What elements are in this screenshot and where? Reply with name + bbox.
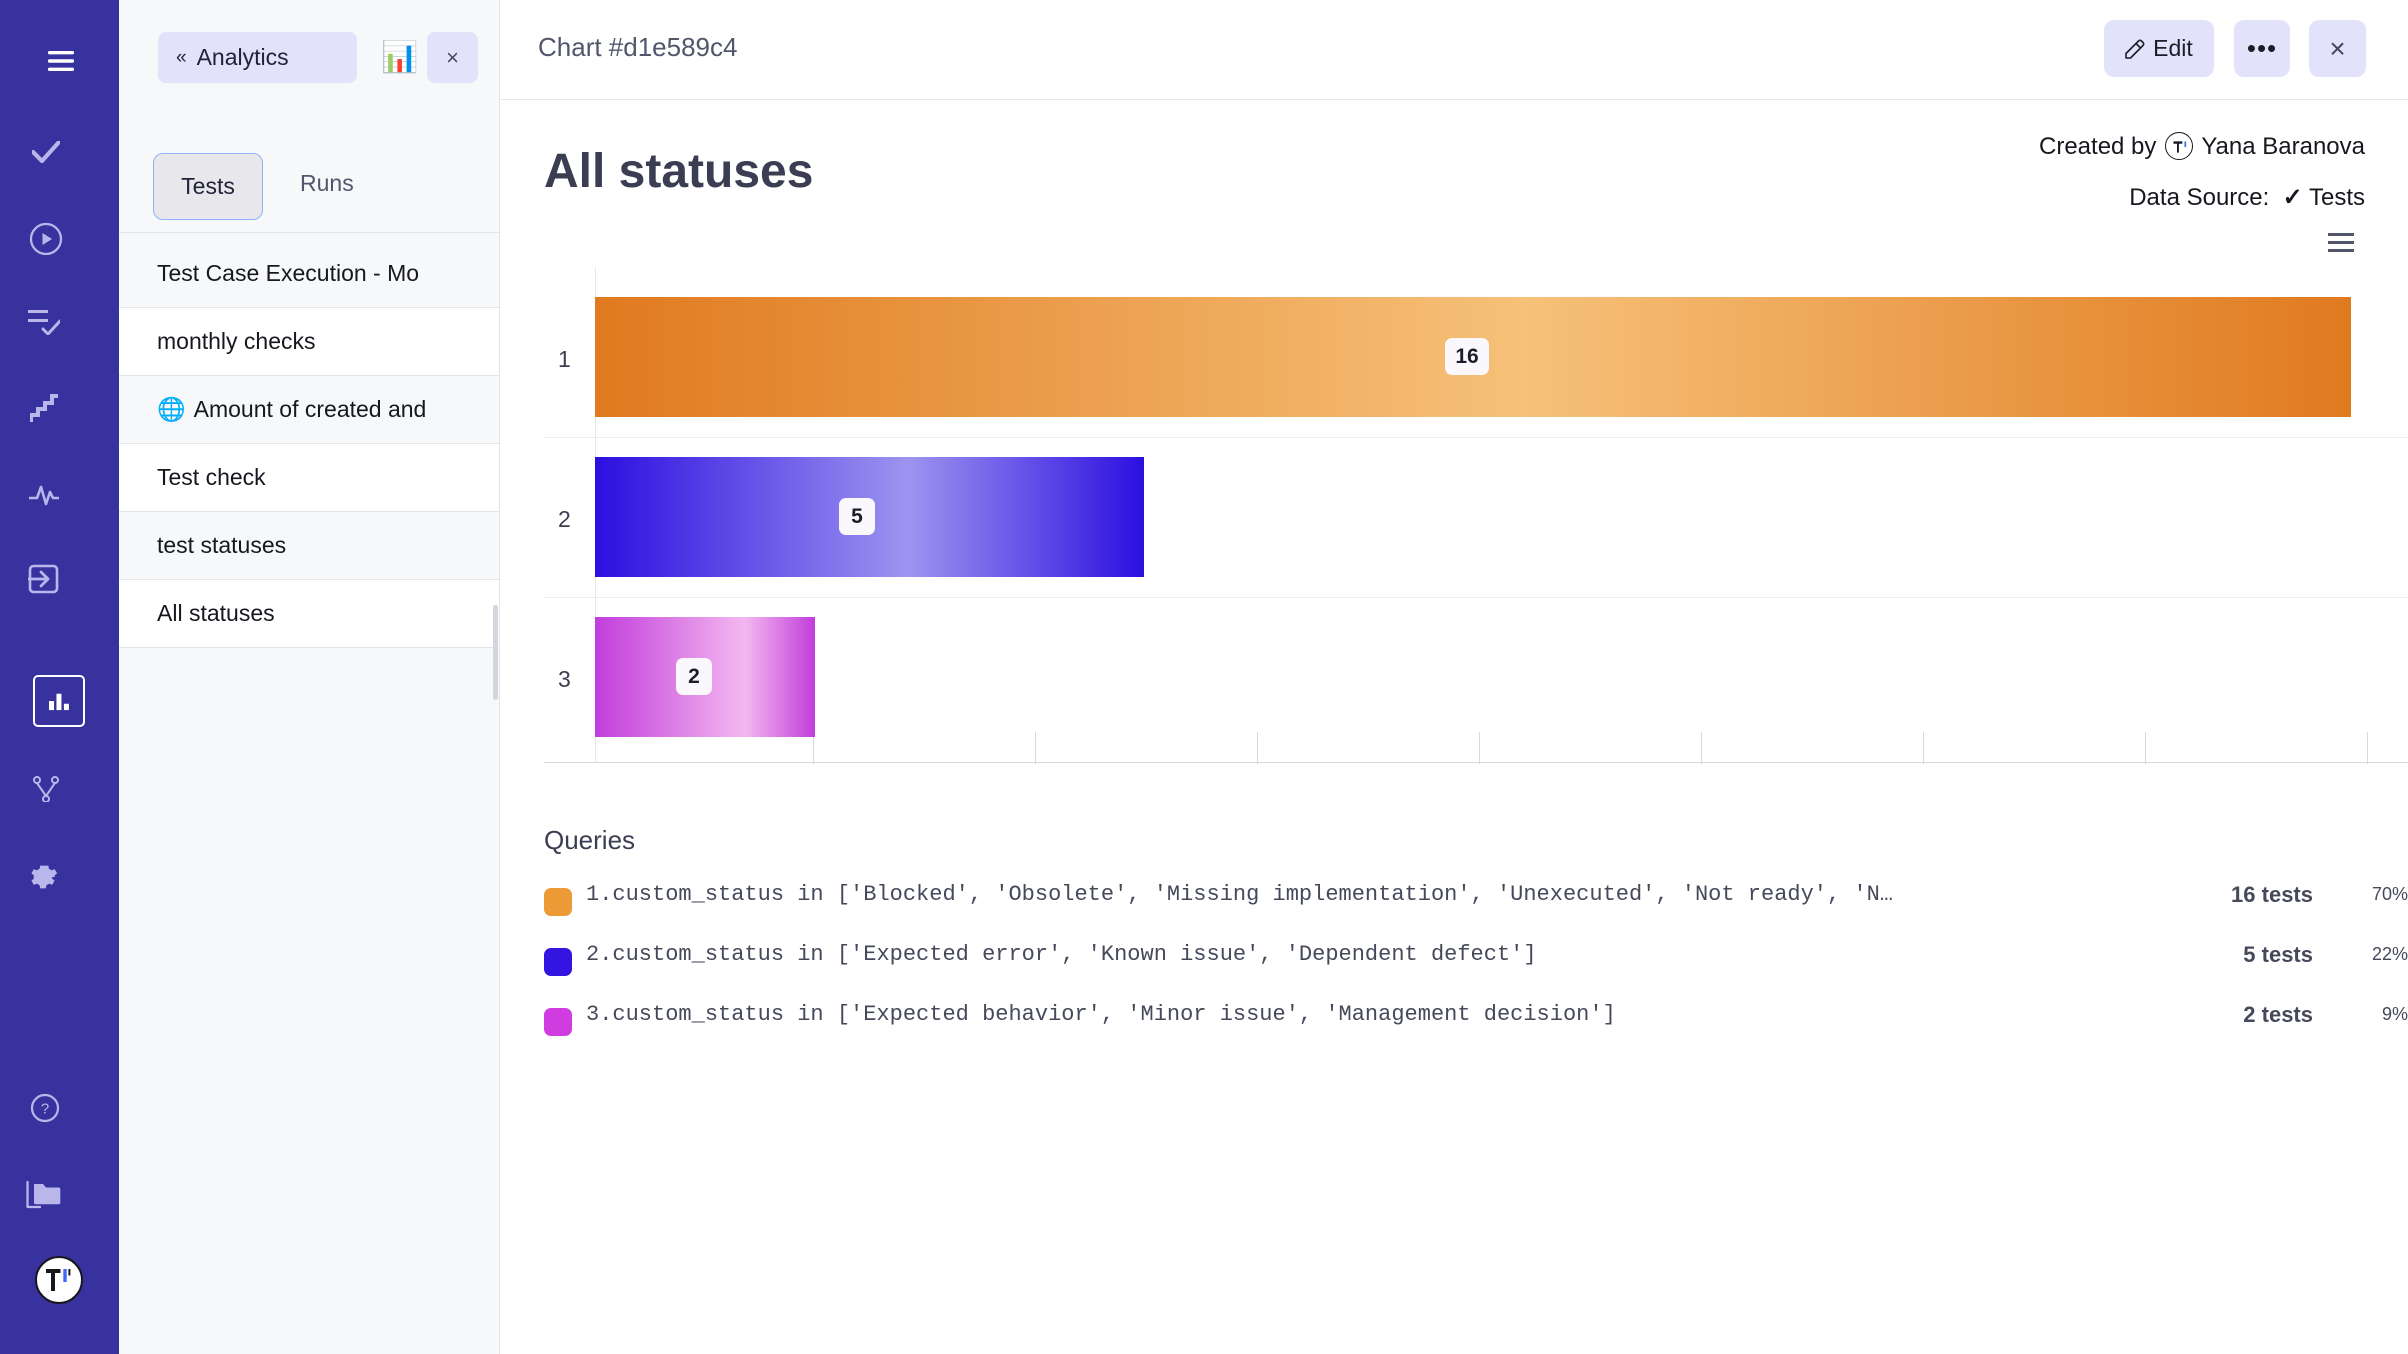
svg-text:?: ? xyxy=(41,1101,49,1118)
